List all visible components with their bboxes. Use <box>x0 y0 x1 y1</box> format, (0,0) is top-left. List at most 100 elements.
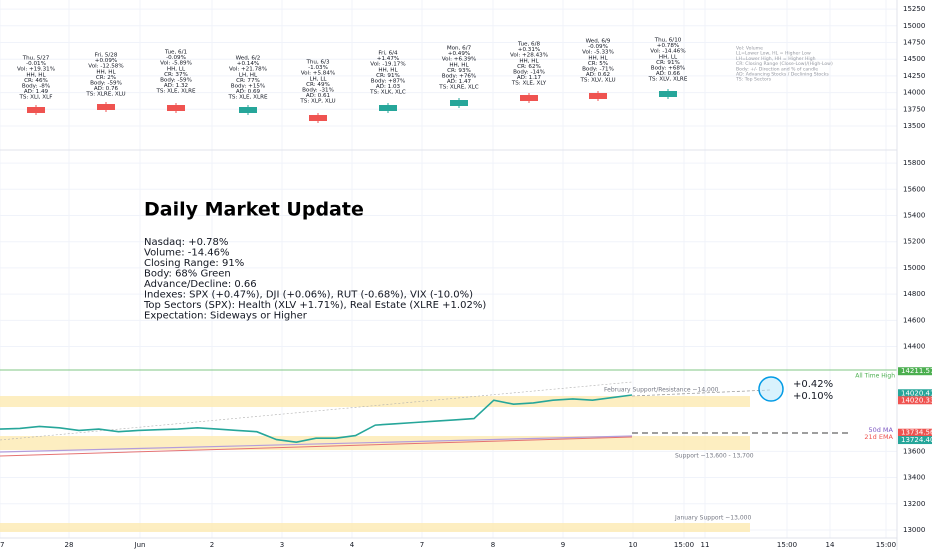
y-tick-label: 14500 <box>903 55 925 63</box>
x-tick-label: 11 <box>701 541 710 549</box>
price-label: 13734.56 <box>901 429 932 437</box>
card-line: Vol: -5.33% <box>582 50 614 56</box>
y-tick-label: 15800 <box>903 159 925 167</box>
card-line: HH, HL <box>449 62 469 68</box>
card-line: +1.47% <box>377 56 399 62</box>
card-line: AD: 1.17 <box>517 75 542 81</box>
card-line: TS: XLRE, XLC <box>438 85 479 91</box>
legend-note: Vol: Volume <box>736 46 763 52</box>
x-tick-label: 28 <box>65 541 74 549</box>
card-line: Vol: -14.46% <box>650 49 685 55</box>
x-tick-label: 8 <box>491 541 495 549</box>
card-line: Fri, 5/28 <box>95 53 118 59</box>
card-line: -1.03% <box>308 65 328 71</box>
card-line: LH, HL <box>239 72 258 78</box>
x-tick-label: 7 <box>420 541 424 549</box>
card-line: CR: 46% <box>24 78 48 84</box>
price-label-box <box>898 436 932 445</box>
projection-arrow <box>631 389 771 397</box>
y-tick-label: 15000 <box>903 264 925 272</box>
card-line: HH, LL <box>659 54 678 60</box>
y-tick-label: 13000 <box>903 526 925 534</box>
card-line: Vol: +5.84% <box>301 71 336 77</box>
grid <box>0 0 897 538</box>
x-tick-label: 3 <box>280 541 284 549</box>
ma50-label: 50d MA <box>868 426 893 434</box>
card-line: -0.09% <box>166 55 186 61</box>
card-candle <box>520 95 538 101</box>
card-line: Body: +76% <box>442 74 477 80</box>
card-line: Body: +87% <box>371 79 406 85</box>
legend-note: TS: Top Sectors <box>735 77 772 83</box>
note-line: Top Sectors (SPX): Health (XLV +1.71%), … <box>143 300 486 311</box>
card-line: TS: XLE, XLRE <box>227 95 268 101</box>
x-tick-label: 2 <box>210 541 214 549</box>
card-line: +0.09% <box>95 58 117 64</box>
x-tick-label: 15:00 <box>674 541 694 549</box>
card-line: TS: XLE, XLY <box>511 81 547 87</box>
projection-label: +0.42% <box>793 379 833 390</box>
y-tick-label: 15000 <box>903 22 925 30</box>
price-label-box <box>898 428 932 437</box>
card-line: TS: XLV, XLU <box>579 78 615 84</box>
price-label: 13724.40 <box>901 436 932 444</box>
x-tick-label: 4 <box>350 541 355 549</box>
x-tick-label: Jun <box>134 541 146 549</box>
y-tick-label: 15600 <box>903 185 925 193</box>
y-tick-label: 13750 <box>903 105 925 113</box>
card-line: Body: -71% <box>582 67 614 73</box>
card-line: CR: 5% <box>588 61 608 67</box>
card-line: AD: 0.66 <box>656 71 681 77</box>
card-line: AD: 0.69 <box>236 89 261 95</box>
y-tick-label: 15400 <box>903 212 925 220</box>
legend-note: LH=Lower High, HH = Higher High <box>736 56 816 62</box>
card-line: Vol: -12.58% <box>88 64 123 70</box>
card-candle <box>167 105 185 111</box>
ma50-line <box>0 435 633 453</box>
card-candle <box>659 91 677 97</box>
note-line: Volume: -14.46% <box>144 248 229 259</box>
card-line: -0.01% <box>26 61 46 67</box>
card-line: TS: XLV, XLRE <box>648 77 688 83</box>
card-line: Vol: -19.17% <box>370 62 405 68</box>
legend-note: AD: Advancing Stocks / Declining Stocks <box>736 72 829 78</box>
card-line: TS: XLE, XLRE <box>155 89 196 95</box>
note-line: Advance/Decline: 0.66 <box>144 279 257 290</box>
ath-label: All Time High <box>855 373 895 380</box>
card-line: Vol: +6.39% <box>442 57 477 63</box>
legend-note: Body: +/- Direction and % of candle <box>736 66 818 72</box>
title: Daily Market Update <box>144 199 364 221</box>
card-candle <box>239 107 257 113</box>
note-line: Expectation: Sideways or Higher <box>144 311 308 322</box>
card-line: Vol: +19.31% <box>17 67 55 73</box>
card-line: +0.14% <box>237 61 259 67</box>
y-tick-label: 14800 <box>903 290 925 298</box>
card-line: Tue, 6/1 <box>164 50 188 56</box>
card-line: CR: 77% <box>236 78 260 84</box>
card-line: Fri, 6/4 <box>378 51 398 57</box>
jan-label: January Support ~13,000 <box>674 515 751 522</box>
legend-note: LL=Lower Low, HL = Higher Low <box>736 51 811 57</box>
card-line: TS: XLP, XLU <box>299 99 335 105</box>
card-line: Body: -31% <box>302 88 334 94</box>
card-line: HH, LL <box>167 66 186 72</box>
y-tick-label: 15200 <box>903 238 925 246</box>
price-line <box>0 394 633 444</box>
y-tick-label: 14600 <box>903 316 925 324</box>
price-label-box <box>898 367 932 376</box>
card-candle <box>450 100 468 106</box>
card-line: Mon, 6/7 <box>447 46 472 52</box>
card-candle <box>97 104 115 110</box>
y-tick-label: 15250 <box>903 5 925 13</box>
card-line: Vol: +28.43% <box>510 53 548 59</box>
card-line: +0.31% <box>518 47 540 53</box>
legend-note: CR: Closing Range (Close-Low)/(High-Low) <box>736 61 833 67</box>
card-line: CR: 62% <box>517 64 541 70</box>
support-label: Support ~13,600 - 13,700 <box>675 453 754 460</box>
card-line: AD: 1.49 <box>24 89 49 95</box>
y-tick-label: 13400 <box>903 474 925 482</box>
card-line: HH, HL <box>588 55 608 61</box>
card-line: CR: 49% <box>306 82 330 88</box>
